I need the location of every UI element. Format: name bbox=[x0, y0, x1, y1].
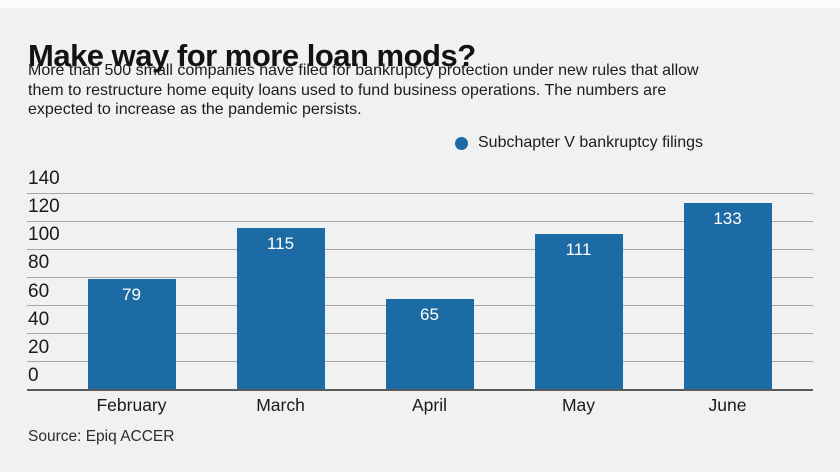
bar-value-label: 79 bbox=[122, 284, 141, 304]
top-strip bbox=[0, 0, 840, 8]
bar-value-label: 65 bbox=[420, 304, 439, 324]
y-axis-tick-label: 0 bbox=[28, 365, 39, 386]
bar-may: 111 bbox=[534, 233, 623, 390]
x-axis-category-label: February bbox=[96, 395, 167, 415]
y-axis-tick-label: 140 bbox=[28, 168, 60, 189]
subtitle-line: More than 500 small companies have filed… bbox=[28, 62, 699, 79]
bar-march: 115 bbox=[236, 228, 325, 390]
bar-value-label: 115 bbox=[266, 234, 295, 254]
legend-label: Subchapter V bankruptcy filings bbox=[478, 134, 704, 151]
bar-february: 79 bbox=[87, 278, 176, 390]
y-axis-tick-label: 40 bbox=[28, 308, 50, 330]
x-axis-line bbox=[27, 389, 813, 391]
legend: Subchapter V bankruptcy filings bbox=[455, 133, 703, 153]
subtitle-line: expected to increase as the pandemic per… bbox=[28, 101, 362, 118]
x-axis-category-label: March bbox=[256, 395, 305, 415]
gridline-y-80 bbox=[27, 276, 813, 278]
x-axis-category-label: April bbox=[411, 395, 447, 415]
y-axis-tick-label: 60 bbox=[28, 280, 50, 302]
chart-subtitle: More than 500 small companies have filed… bbox=[28, 61, 699, 120]
x-axis-category-label: May bbox=[561, 395, 596, 415]
legend-dot-icon bbox=[455, 136, 468, 150]
bar-value-label: 133 bbox=[713, 208, 742, 228]
bar-june: 133 bbox=[683, 202, 772, 390]
gridline-y-140 bbox=[27, 192, 813, 194]
bar-chart-plot-area: 0 20 40 60 80 100 120 140 79 February 115 March 65 Ap… bbox=[27, 168, 813, 415]
y-axis-tick-label: 80 bbox=[28, 252, 50, 274]
bar-value-label: 111 bbox=[565, 239, 592, 259]
chart-title: Make way for more loan mods? bbox=[28, 37, 476, 73]
subtitle-line: them to restructure home equity loans us… bbox=[28, 81, 667, 99]
y-axis-tick-label: 100 bbox=[28, 224, 60, 246]
x-axis-category-label: June bbox=[708, 395, 747, 415]
y-axis-tick-label: 20 bbox=[28, 336, 50, 358]
bar-april: 65 bbox=[385, 298, 474, 390]
source-text: Source: Epiq ACCER bbox=[28, 428, 175, 445]
gridline-y-100 bbox=[27, 248, 813, 250]
gridline-y-120 bbox=[27, 220, 813, 222]
y-axis-tick-label: 120 bbox=[28, 196, 60, 218]
